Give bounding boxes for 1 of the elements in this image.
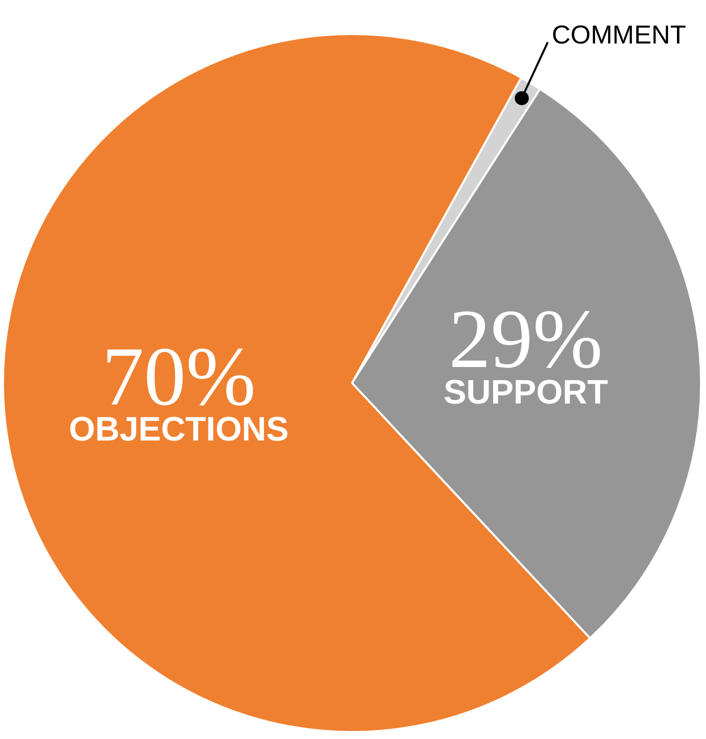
- slice-label: COMMENT: [552, 19, 686, 50]
